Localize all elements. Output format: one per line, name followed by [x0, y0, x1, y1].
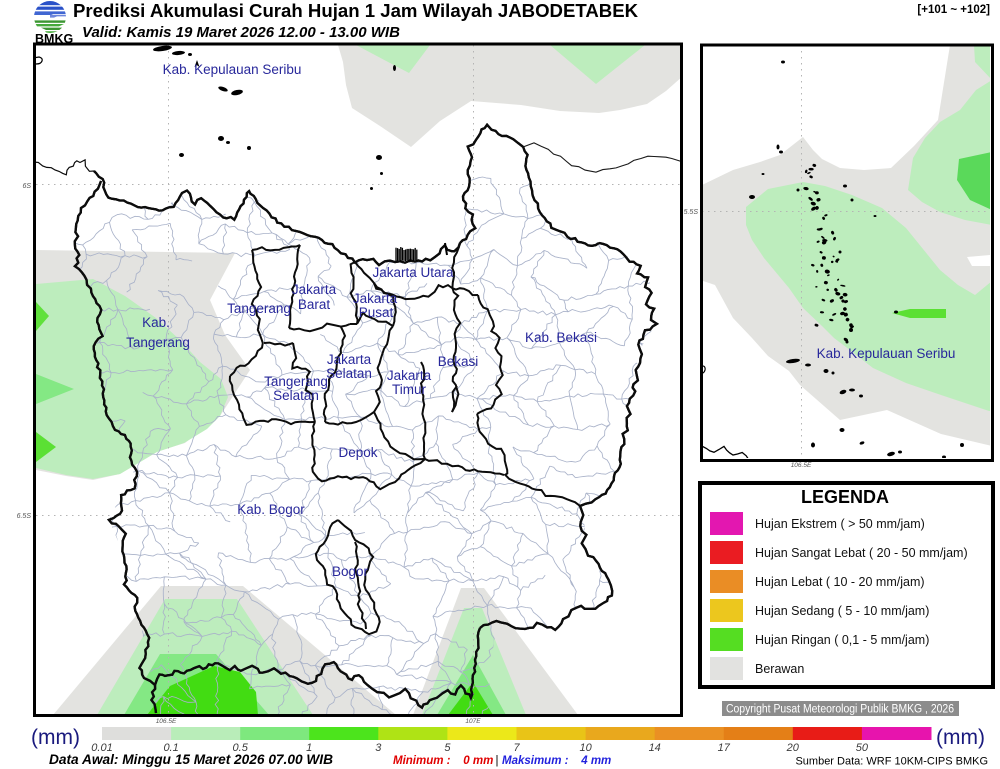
svg-text:107E: 107E	[465, 718, 481, 725]
svg-text:50: 50	[856, 742, 869, 754]
svg-text:Kab. Bogor: Kab. Bogor	[237, 502, 305, 517]
svg-text:5: 5	[444, 742, 451, 754]
svg-text:Tangerang: Tangerang	[126, 335, 190, 350]
svg-text:10: 10	[579, 742, 592, 754]
svg-text:Kab. Kepulauan Seribu: Kab. Kepulauan Seribu	[163, 62, 302, 77]
svg-text:1: 1	[306, 742, 312, 754]
svg-text:Hujan Ekstrem ( > 50 mm/jam): Hujan Ekstrem ( > 50 mm/jam)	[755, 517, 925, 531]
svg-text:Maksimum : 4 mm: Maksimum : 4 mm	[502, 755, 611, 767]
svg-text:Selatan: Selatan	[326, 366, 372, 381]
svg-text:Timur: Timur	[392, 382, 426, 397]
svg-text:Kab. Bekasi: Kab. Bekasi	[525, 330, 597, 345]
svg-text:Jakarta: Jakarta	[387, 368, 432, 383]
svg-text:Tangerang: Tangerang	[264, 374, 328, 389]
svg-text:106.5E: 106.5E	[791, 462, 812, 469]
svg-text:Hujan Ringan ( 0,1 - 5 mm/jam): Hujan Ringan ( 0,1 - 5 mm/jam)	[755, 633, 929, 647]
svg-text:Bekasi: Bekasi	[438, 354, 479, 369]
svg-text:14: 14	[649, 742, 661, 754]
svg-text:Data Awal: Minggu 15 Maret 202: Data Awal: Minggu 15 Maret 2026 07.00 WI…	[49, 752, 333, 767]
svg-text:Pusat: Pusat	[359, 305, 394, 320]
svg-text:(mm): (mm)	[936, 726, 985, 749]
svg-text:Hujan Lebat ( 10 - 20 mm/jam): Hujan Lebat ( 10 - 20 mm/jam)	[755, 575, 925, 589]
svg-text:LEGENDA: LEGENDA	[801, 487, 889, 507]
svg-text:Minimum : 0 mm: Minimum : 0 mm	[393, 755, 493, 767]
svg-text:Jakarta: Jakarta	[327, 352, 372, 367]
svg-text:0.01: 0.01	[91, 742, 112, 754]
svg-text:6.5S: 6.5S	[17, 513, 32, 520]
svg-text:Jakarta: Jakarta	[353, 291, 398, 306]
svg-text:Hujan Sangat Lebat ( 20 - 50 m: Hujan Sangat Lebat ( 20 - 50 mm/jam)	[755, 546, 968, 560]
svg-text:(mm): (mm)	[31, 726, 80, 749]
svg-text:Selatan: Selatan	[273, 388, 319, 403]
svg-text:7: 7	[513, 742, 520, 754]
svg-text:17: 17	[718, 742, 731, 754]
svg-text:Prediksi Akumulasi Curah Hujan: Prediksi Akumulasi Curah Hujan 1 Jam Wil…	[73, 0, 639, 21]
svg-text:6S: 6S	[22, 183, 31, 190]
svg-text:Kab.: Kab.	[142, 315, 170, 330]
svg-text:Hujan Sedang ( 5 - 10 mm/jam): Hujan Sedang ( 5 - 10 mm/jam)	[755, 604, 929, 618]
svg-text:Sumber Data: WRF 10KM-CIPS BMK: Sumber Data: WRF 10KM-CIPS BMKG	[795, 756, 988, 768]
svg-text:3: 3	[375, 742, 382, 754]
svg-text:Copyright Pusat Meteorologi Pu: Copyright Pusat Meteorologi Publik BMKG …	[726, 704, 954, 716]
svg-text:Berawan: Berawan	[755, 662, 804, 676]
svg-text:Jakarta Utara: Jakarta Utara	[372, 265, 454, 280]
svg-text:Kab. Kepulauan Seribu: Kab. Kepulauan Seribu	[817, 346, 956, 361]
svg-text:Tangerang: Tangerang	[227, 301, 291, 316]
svg-text:0.1: 0.1	[163, 742, 178, 754]
svg-text:Jakarta: Jakarta	[292, 282, 337, 297]
svg-text:5.5S: 5.5S	[684, 209, 699, 216]
svg-text:|: |	[496, 755, 499, 767]
svg-text:0.5: 0.5	[233, 742, 249, 754]
svg-text:[+101 ~ +102]: [+101 ~ +102]	[917, 4, 990, 16]
svg-text:Valid: Kamis 19 Maret 2026 12.: Valid: Kamis 19 Maret 2026 12.00 - 13.00…	[82, 24, 400, 41]
svg-text:106.5E: 106.5E	[156, 718, 177, 725]
svg-text:Barat: Barat	[298, 297, 331, 312]
svg-text:Bogor: Bogor	[332, 564, 369, 579]
svg-text:Depok: Depok	[338, 445, 377, 460]
svg-text:20: 20	[786, 742, 800, 754]
